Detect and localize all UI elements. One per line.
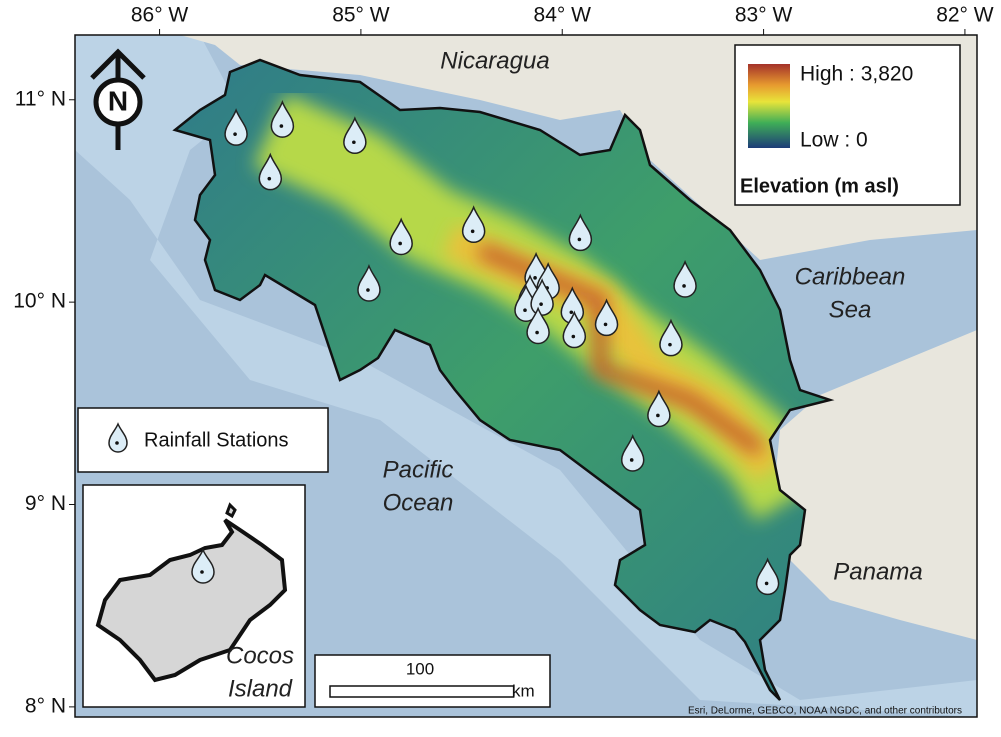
station-dot bbox=[523, 308, 527, 313]
station-drop bbox=[755, 557, 780, 596]
elevation-legend: High : 3,820 Low : 0 Elevation (m asl) bbox=[734, 44, 961, 206]
station bbox=[389, 217, 413, 256]
station bbox=[270, 100, 295, 138]
station bbox=[659, 318, 683, 357]
station bbox=[461, 205, 486, 243]
station bbox=[568, 213, 593, 252]
place-label: Caribbean bbox=[795, 263, 906, 290]
legend-high: High : 3,820 bbox=[800, 63, 913, 86]
station-drop bbox=[647, 389, 671, 428]
station bbox=[357, 263, 381, 302]
north-label: N bbox=[108, 85, 128, 116]
place-label: Sea bbox=[829, 296, 872, 323]
station bbox=[526, 306, 550, 345]
scale-bar-rect bbox=[329, 685, 515, 698]
station bbox=[673, 259, 697, 298]
legend-title: Elevation (m asl) bbox=[740, 175, 899, 197]
station-dot bbox=[398, 241, 402, 246]
x-tick-label: 86° W bbox=[131, 4, 189, 27]
legend-low: Low : 0 bbox=[800, 129, 868, 152]
place-label: Island bbox=[228, 675, 293, 702]
x-tick-label: 82° W bbox=[936, 4, 994, 27]
station-drop bbox=[389, 217, 413, 256]
legend-stations: Rainfall Stations bbox=[144, 429, 289, 451]
station-dot bbox=[533, 276, 537, 280]
islet bbox=[225, 502, 237, 519]
station-dot bbox=[577, 237, 582, 242]
station-symbol bbox=[191, 548, 215, 584]
station-drop bbox=[270, 100, 295, 138]
y-tick-label: 9° N bbox=[25, 492, 66, 515]
station bbox=[647, 389, 671, 428]
stations-legend: Rainfall Stations bbox=[77, 407, 329, 473]
station-dot bbox=[352, 140, 356, 145]
station-dot bbox=[569, 310, 574, 315]
color-ramp bbox=[748, 64, 790, 148]
station-dot bbox=[115, 441, 119, 445]
station-dot bbox=[571, 334, 576, 339]
y-tick-label: 8° N bbox=[25, 694, 66, 717]
scale-bar: 100 km bbox=[314, 654, 551, 708]
station-dot bbox=[470, 229, 475, 234]
station-drop bbox=[594, 298, 619, 337]
scale-label: 100 bbox=[406, 659, 434, 678]
north-arrow: N bbox=[90, 48, 146, 150]
station-drop bbox=[526, 306, 550, 345]
x-tick-label: 83° W bbox=[735, 4, 793, 27]
station-dot bbox=[233, 132, 237, 136]
station-drop bbox=[620, 433, 645, 472]
station bbox=[224, 108, 248, 146]
station-dot bbox=[279, 124, 284, 128]
station-symbol bbox=[108, 422, 128, 453]
station-drop bbox=[568, 213, 593, 252]
station bbox=[343, 116, 367, 154]
place-label: Pacific bbox=[383, 456, 454, 483]
station-drop bbox=[224, 108, 248, 146]
station-dot bbox=[682, 284, 686, 288]
station-drop bbox=[659, 318, 683, 357]
x-tick-label: 84° W bbox=[534, 4, 592, 27]
y-tick-label: 10° N bbox=[13, 290, 66, 313]
station bbox=[258, 152, 283, 191]
station bbox=[620, 433, 645, 472]
station-dot bbox=[200, 570, 204, 574]
station bbox=[562, 310, 587, 349]
station-dot bbox=[764, 581, 769, 586]
station-drop bbox=[562, 310, 587, 349]
place-label: Cocos bbox=[226, 642, 294, 669]
scale-box bbox=[314, 654, 551, 708]
station-dot bbox=[668, 342, 672, 347]
cocos-inset: Cocos Island bbox=[82, 484, 306, 708]
station bbox=[755, 557, 780, 596]
station-dot bbox=[603, 322, 608, 327]
place-label: Panama bbox=[833, 558, 922, 585]
station-dot bbox=[267, 176, 272, 181]
station-dot bbox=[366, 288, 370, 292]
attribution: Esri, DeLorme, GEBCO, NOAA NGDC, and oth… bbox=[688, 706, 962, 717]
station-drop bbox=[343, 116, 367, 154]
place-label: Ocean bbox=[383, 489, 454, 516]
panama-land bbox=[775, 330, 977, 640]
place-label: Nicaragua bbox=[440, 47, 549, 74]
station-drop bbox=[258, 152, 283, 191]
x-tick-label: 85° W bbox=[332, 4, 390, 27]
station-drop bbox=[357, 263, 381, 302]
cocos-island bbox=[95, 518, 288, 683]
station-dot bbox=[656, 413, 660, 418]
station-dot bbox=[535, 330, 539, 335]
frame bbox=[74, 34, 978, 718]
station-dot bbox=[539, 302, 543, 306]
station-dot bbox=[629, 458, 634, 462]
y-tick-label: 11° N bbox=[15, 87, 66, 110]
station-drop bbox=[461, 205, 486, 243]
shelf bbox=[75, 35, 977, 717]
peaks bbox=[477, 243, 765, 456]
station-drop bbox=[673, 259, 697, 298]
station bbox=[594, 298, 619, 337]
scale-unit: km bbox=[512, 681, 535, 700]
